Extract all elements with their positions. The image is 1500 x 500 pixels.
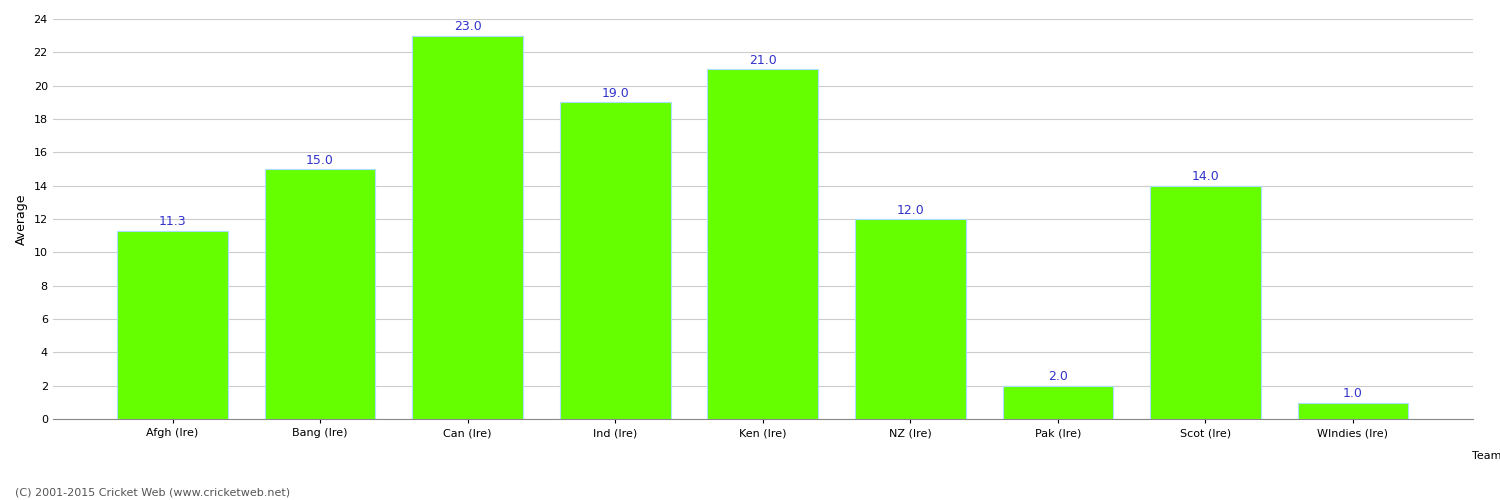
Text: 12.0: 12.0 xyxy=(897,204,924,216)
Bar xyxy=(1298,402,1408,419)
Text: 19.0: 19.0 xyxy=(602,87,628,100)
Bar xyxy=(1150,186,1262,419)
Text: 11.3: 11.3 xyxy=(159,216,186,228)
Text: (C) 2001-2015 Cricket Web (www.cricketweb.net): (C) 2001-2015 Cricket Web (www.cricketwe… xyxy=(15,488,290,498)
Text: 1.0: 1.0 xyxy=(1342,387,1364,400)
Bar xyxy=(1002,386,1113,419)
Y-axis label: Average: Average xyxy=(15,194,28,245)
Text: 2.0: 2.0 xyxy=(1048,370,1068,384)
Bar xyxy=(708,69,818,419)
Bar xyxy=(413,36,524,419)
Text: 15.0: 15.0 xyxy=(306,154,334,166)
Text: 14.0: 14.0 xyxy=(1191,170,1219,183)
Bar xyxy=(266,169,375,419)
Text: 21.0: 21.0 xyxy=(748,54,777,66)
Text: 23.0: 23.0 xyxy=(454,20,482,33)
Bar xyxy=(855,219,966,419)
X-axis label: Team: Team xyxy=(1473,451,1500,461)
Bar xyxy=(117,231,228,419)
Bar xyxy=(560,102,670,419)
